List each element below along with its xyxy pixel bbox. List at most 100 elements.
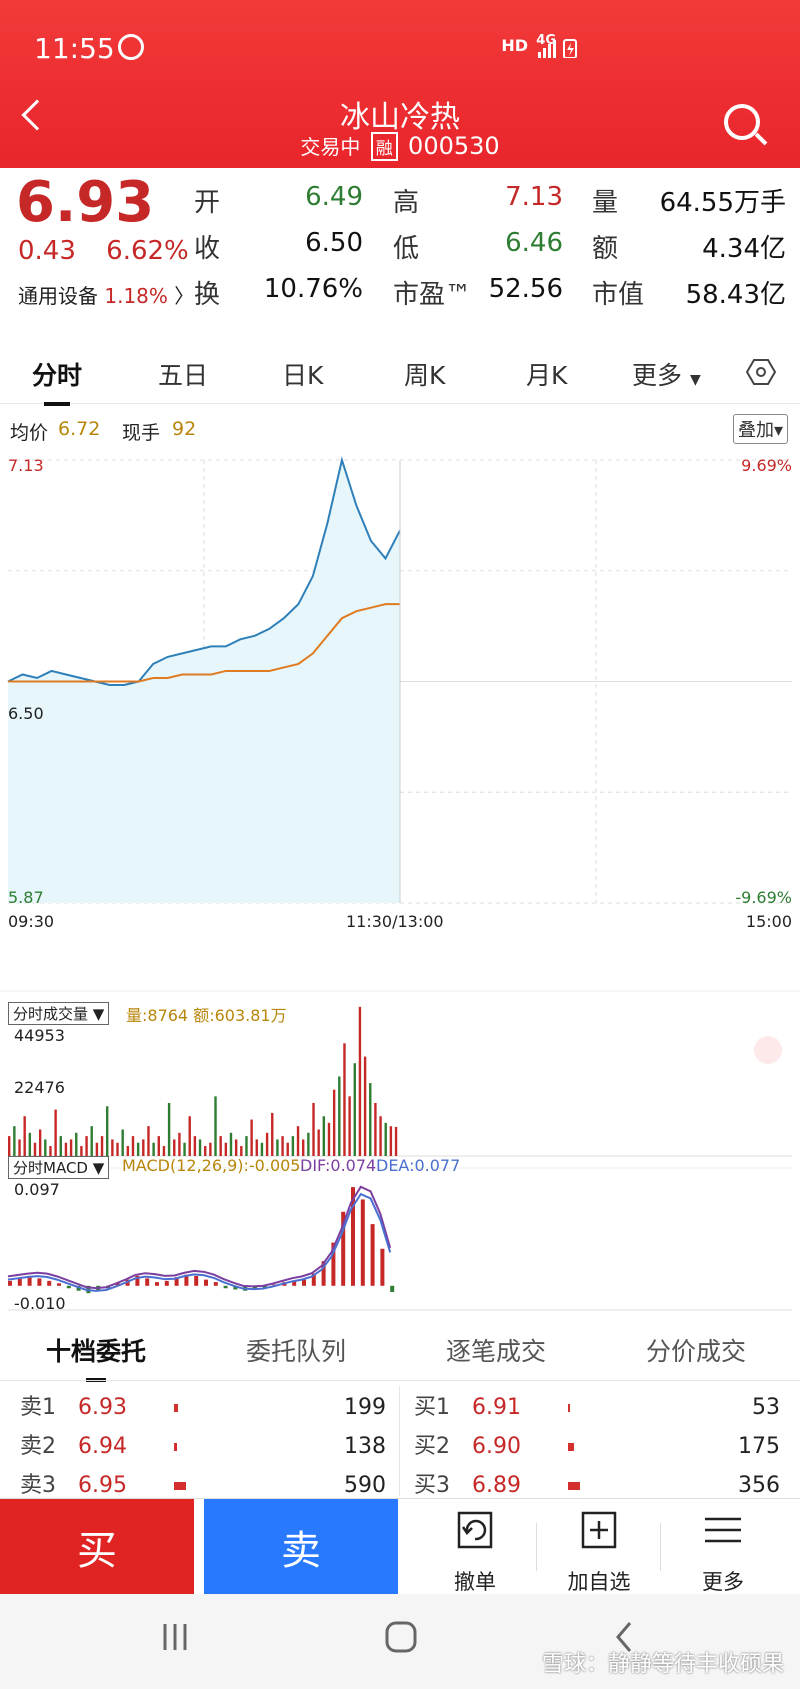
- current-price: 6.93: [16, 170, 155, 235]
- volume-bar: [28, 1132, 32, 1156]
- tab-week-k[interactable]: 周K: [404, 361, 446, 390]
- volume-bar: [13, 1126, 16, 1156]
- tab-five-day[interactable]: 五日: [158, 361, 209, 390]
- hd-indicator: HD: [501, 36, 528, 55]
- settings-hexagon-icon[interactable]: [746, 358, 776, 386]
- sector-name: 通用设备: [18, 284, 98, 308]
- volume-bar: [389, 1126, 393, 1156]
- volume-bar: [255, 1139, 258, 1156]
- more-button[interactable]: 更多: [668, 1509, 778, 1596]
- volume-bar: [245, 1136, 248, 1156]
- volume-bar: [142, 1139, 145, 1156]
- sector-link[interactable]: 通用设备 1.18% 〉: [18, 280, 194, 309]
- macd-indicator-dropdown[interactable]: 分时MACD ▼: [8, 1156, 110, 1179]
- macd-bar: [262, 1285, 267, 1289]
- volume-bar: [229, 1132, 233, 1156]
- volume-bar: [281, 1136, 284, 1156]
- macd-bar: [341, 1211, 346, 1286]
- volume-bar: [85, 1136, 88, 1156]
- x-tick-close: 15:00: [745, 912, 792, 931]
- cancel-order-button[interactable]: 撤单: [420, 1509, 530, 1596]
- quote-field-label: 量: [592, 188, 619, 218]
- volume-bar: [121, 1129, 124, 1156]
- chevron-right-icon: 〉: [174, 284, 195, 308]
- add-watchlist-button[interactable]: 加自选: [544, 1509, 654, 1596]
- volume-bar: [394, 1126, 398, 1156]
- volume-bar: [111, 1139, 114, 1156]
- volume-bar: [353, 1063, 356, 1156]
- volume-bar: [265, 1132, 269, 1156]
- divider: [536, 1523, 537, 1571]
- price-line: [7, 456, 401, 687]
- quote-field-label: 高: [393, 188, 420, 218]
- home-icon[interactable]: [384, 1620, 418, 1654]
- tab-order-queue[interactable]: 委托队列: [246, 1337, 347, 1366]
- more-label: 更多: [702, 1570, 744, 1594]
- macd-bar: [155, 1282, 159, 1286]
- overlay-dropdown[interactable]: 叠加▾: [732, 414, 788, 444]
- tab-more[interactable]: 更多 ▼: [632, 356, 701, 392]
- volume-bar: [234, 1139, 238, 1156]
- quote-field-value: 4.34亿: [702, 234, 786, 264]
- bid-volume: 356: [738, 1473, 780, 1498]
- tab-intraday[interactable]: 分时: [32, 356, 82, 406]
- volume-bar: [8, 1136, 11, 1156]
- macd-tick-max: 0.097: [14, 1180, 60, 1199]
- volume-bar: [302, 1139, 305, 1156]
- macd-bar: [292, 1280, 297, 1286]
- network-type: 4G: [536, 33, 556, 48]
- volume-bar: [193, 1136, 197, 1156]
- tab-ten-level[interactable]: 十档委托: [46, 1332, 146, 1382]
- watermark-text: 雪球：静静等待丰收硕果: [541, 1652, 784, 1677]
- fullscreen-icon[interactable]: [754, 1036, 782, 1064]
- avg-value: 6.72: [58, 418, 101, 440]
- volume-indicator-dropdown[interactable]: 分时成交量 ▼: [8, 1002, 110, 1025]
- macd-bar: [17, 1278, 22, 1286]
- volume-bar: [167, 1102, 171, 1156]
- volume-bar: [54, 1109, 57, 1156]
- volume-bar: [38, 1129, 42, 1156]
- volume-bar: [69, 1139, 73, 1156]
- volume-bar: [75, 1132, 78, 1156]
- trading-status: 交易中: [300, 135, 361, 159]
- volume-bar: [126, 1146, 130, 1156]
- status-time: 11:55: [34, 32, 115, 65]
- change-value: 0.43: [18, 236, 76, 266]
- macd-bar: [184, 1274, 189, 1286]
- volume-bar: [157, 1136, 160, 1156]
- quote-field-label: 开: [194, 188, 221, 218]
- recent-apps-icon[interactable]: [160, 1622, 190, 1652]
- volume-bar: [317, 1129, 320, 1156]
- quote-field-value: 6.49: [305, 182, 363, 212]
- volume-bar: [343, 1043, 346, 1156]
- volume-bar: [338, 1076, 341, 1156]
- volume-bar: [136, 1142, 140, 1156]
- stock-code: 000530: [408, 132, 500, 160]
- quote-field-value: 58.43亿: [685, 280, 786, 310]
- tab-month-k[interactable]: 月K: [526, 361, 568, 390]
- average-price-bar: 均价 6.72 现手 92: [0, 412, 800, 444]
- tab-day-k[interactable]: 日K: [282, 361, 324, 390]
- macd-bar: [223, 1285, 228, 1289]
- volume-bar: [59, 1136, 62, 1156]
- intraday-chart[interactable]: [0, 440, 800, 1320]
- tab-price-trades[interactable]: 分价成交: [646, 1337, 747, 1366]
- sell-button[interactable]: 卖: [204, 1499, 398, 1595]
- y-tick-pct-high: 9.69%: [741, 456, 792, 475]
- volume-tick-mid: 22476: [14, 1078, 65, 1097]
- macd-bar: [360, 1199, 365, 1286]
- macd-bar: [47, 1280, 52, 1286]
- search-icon[interactable]: [724, 104, 760, 140]
- back-nav-icon[interactable]: [612, 1620, 636, 1654]
- ask-price: 6.94: [78, 1434, 127, 1459]
- volume-bar: [174, 1404, 179, 1412]
- tab-tick-trades[interactable]: 逐笔成交: [446, 1337, 547, 1366]
- macd-bar: [204, 1279, 208, 1286]
- buy-button[interactable]: 买: [0, 1499, 194, 1595]
- dif-line: [7, 1185, 392, 1290]
- sector-percent: 1.18%: [104, 284, 168, 308]
- volume-bar: [106, 1106, 109, 1156]
- volume-bar: [348, 1096, 351, 1156]
- volume-bar: [332, 1089, 336, 1156]
- macd-info: MACD(12,26,9):-0.005: [122, 1156, 301, 1175]
